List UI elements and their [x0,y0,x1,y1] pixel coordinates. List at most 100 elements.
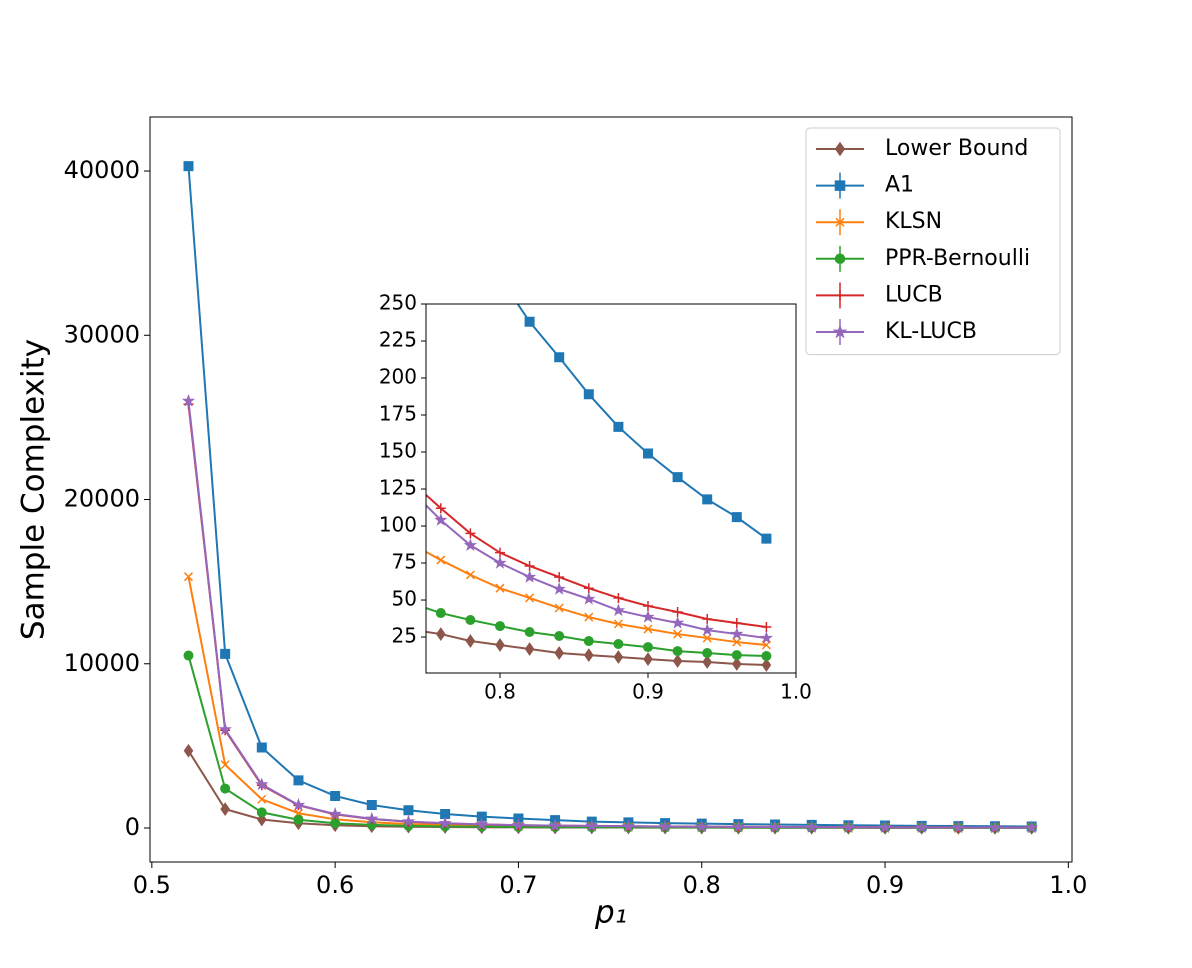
legend-marker [834,180,846,191]
data-point [218,722,232,736]
legend-label: KL-LUCB [885,319,977,344]
data-point [582,591,596,605]
data-point [732,637,742,647]
data-point [256,742,267,753]
data-point [365,811,379,825]
x-tick-label: 0.6 [316,871,354,899]
data-point [731,617,742,628]
data-point [613,421,624,432]
data-point [672,607,683,618]
data-point [613,592,624,603]
data-point [463,538,478,551]
x-tick-label: 1.0 [1049,871,1087,899]
x-tick-label: 0.9 [866,871,904,899]
data-point [584,612,594,622]
data-point [761,650,772,661]
axes-frame [149,116,1073,863]
data-point [611,603,626,617]
data-point [759,631,774,644]
data-point [731,657,742,671]
data-point [702,655,713,669]
legend-marker [832,324,848,339]
x-tick-label: 0.8 [484,680,516,704]
axes-frame [425,303,797,674]
x-tick-label: 1.0 [780,680,812,704]
data-point [552,582,566,595]
data-point [465,634,476,648]
data-point [522,570,537,583]
data-point [583,583,594,594]
data-point [761,621,772,632]
data-point [524,316,535,327]
data-point [641,610,655,623]
legend-marker [834,141,846,157]
data-point [435,608,446,619]
series-line [187,400,1032,829]
data-point [554,631,565,641]
data-point [220,802,230,816]
data-point [642,642,654,653]
y-tick-label: 225 [379,328,417,352]
x-tick-label: 0.8 [683,871,721,899]
data-point [672,646,683,657]
series-group [181,161,1039,835]
data-point [328,807,342,820]
data-point [220,760,230,770]
series-group [426,304,774,672]
data-point [183,572,194,582]
data-point [583,389,594,400]
data-point [583,648,594,662]
data-point [476,811,487,822]
y-tick-label: 200 [379,365,417,389]
y-tick-label: 125 [379,476,417,500]
data-point [673,629,683,639]
y-tick-label: 175 [379,402,417,426]
plot-area: 0.8 0.9 1.0 25 50 75 100 125 150 175 200 225 250 [379,291,812,704]
data-point [988,820,1002,834]
y-tick-label: 250 [379,291,417,315]
data-point [293,814,304,825]
y-tick-label: 75 [392,550,417,574]
data-point [257,794,267,804]
data-point [256,807,267,818]
data-point [291,797,306,811]
data-point [672,654,683,668]
data-point [670,615,685,629]
data-point [493,556,507,569]
data-point [805,820,819,833]
data-point [435,627,446,641]
y-tick-label: 0 [125,813,140,841]
data-point [220,648,231,659]
legend-label: PPR-Bernoulli [885,246,1030,271]
legend-marker [835,290,845,301]
data-point [495,638,505,652]
data-point [438,816,452,829]
x-tick-label: 0.7 [499,871,537,899]
data-point [702,633,712,643]
data-point [524,627,535,637]
data-point [524,642,535,656]
data-point [183,743,194,758]
plot-area: 0.5 0.6 0.7 0.8 0.9 1.0 0 10000 20000 30000 40000 S… [16,116,1087,931]
y-tick-label: 100 [379,513,417,537]
data-point [915,820,929,834]
data-point [366,800,377,811]
data-point [436,555,446,565]
data-point [495,583,505,593]
legend-label: KLSN [885,209,942,234]
data-point [951,820,966,834]
data-point [554,352,565,363]
y-tick-label: 10000 [64,649,140,677]
data-point [330,790,341,801]
legend-label: LUCB [885,282,943,307]
data-point [403,805,414,816]
y-axis-label: Sample Complexity [16,339,52,640]
axes-background [426,304,796,673]
data-point [621,819,636,832]
data-point [465,615,476,626]
x-tick-label: 0.9 [632,680,664,704]
y-tick-label: 40000 [64,156,140,184]
y-tick-label: 25 [392,624,417,648]
data-point [554,572,565,583]
